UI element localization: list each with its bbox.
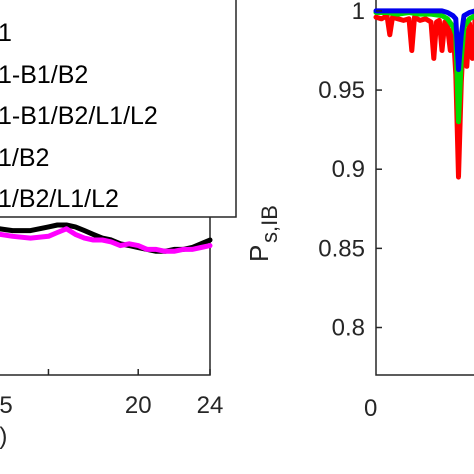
left-x-tick-group: 20 24 bbox=[47, 369, 224, 419]
right-y-tick-label-0.85: 0.85 bbox=[318, 235, 365, 262]
right-y-tick-label-1: 1 bbox=[352, 0, 365, 25]
right-y-axis-label-main: P bbox=[244, 245, 274, 262]
right-y-axis-label-subscript: s,IB bbox=[257, 205, 282, 243]
right-y-tick-label-0.9: 0.9 bbox=[332, 156, 365, 183]
left-x-tick-label-24: 24 bbox=[197, 392, 224, 419]
right-x-tick-label-0: 0 bbox=[364, 395, 377, 422]
right-y-tick-group: 0.8 0.85 0.9 0.95 1 bbox=[318, 0, 382, 342]
right-y-tick-label-0.8: 0.8 bbox=[332, 315, 365, 342]
left-series-line-5 bbox=[0, 226, 213, 254]
right-y-axis-label: P s,IB bbox=[244, 205, 282, 262]
right-y-tick-label-0.95: 0.95 bbox=[318, 77, 365, 104]
left-x-axis-label: h) bbox=[0, 423, 7, 450]
right-series-line-3 bbox=[373, 8, 474, 72]
legend: 1 1-B1/B2 1-B1/B2/L1/L2 1/B2 1/B2/L1/L2 bbox=[0, 0, 237, 218]
legend-entry-1: 1 bbox=[0, 19, 12, 47]
left-x-tick-label-partial: 15 bbox=[0, 392, 13, 419]
legend-box bbox=[0, 0, 237, 218]
legend-entry-4: 1/B2 bbox=[0, 144, 49, 172]
legend-entry-5: 1/B2/L1/L2 bbox=[0, 185, 119, 213]
legend-entry-2: 1-B1/B2 bbox=[0, 61, 88, 89]
right-series-group bbox=[373, 8, 474, 180]
right-chart: 0.8 0.85 0.9 0.95 1 0 P s,IB bbox=[244, 0, 474, 422]
left-x-tick-label-20: 20 bbox=[125, 392, 152, 419]
legend-entry-3: 1-B1/B2/L1/L2 bbox=[0, 102, 158, 130]
right-series-line-1 bbox=[373, 13, 474, 180]
